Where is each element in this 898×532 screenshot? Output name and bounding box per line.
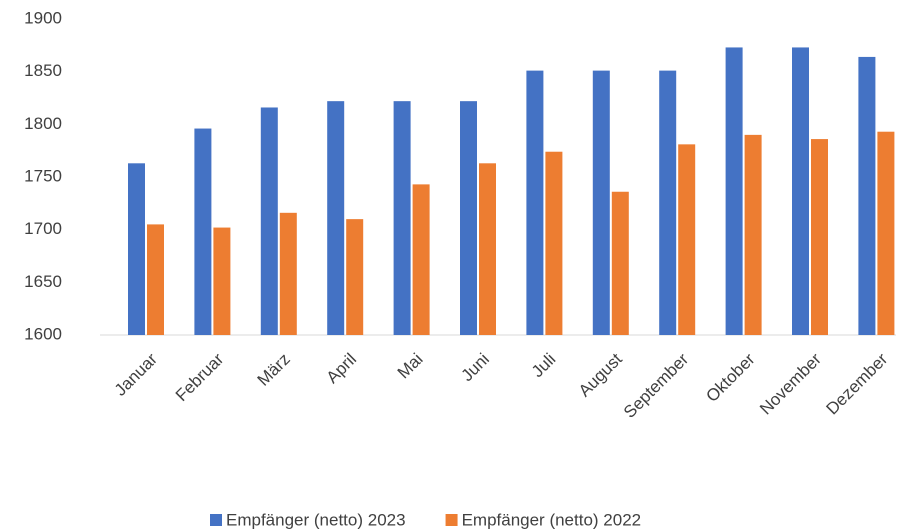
bar (128, 163, 145, 335)
bar (194, 128, 212, 335)
x-tick-label: Februar (172, 349, 228, 405)
bar (526, 70, 544, 335)
bar (346, 219, 364, 335)
bar (213, 227, 231, 335)
legend-swatch (445, 514, 458, 526)
x-tick-label: Januar (111, 349, 161, 399)
bar (592, 70, 610, 335)
legend-label: Empfänger (netto) 2023 (226, 510, 406, 529)
bar (725, 47, 743, 335)
bar (811, 139, 828, 335)
legend-label: Empfänger (netto) 2022 (462, 510, 642, 529)
bar (479, 163, 496, 335)
x-tick-label: August (575, 349, 626, 400)
y-tick-label: 1800 (24, 114, 62, 133)
bar (611, 191, 629, 335)
bar (659, 70, 677, 335)
x-tick-label: Mai (394, 350, 427, 383)
x-tick-label: Oktober (702, 349, 758, 405)
bar (147, 224, 164, 335)
y-tick-label: 1750 (24, 166, 62, 185)
y-tick-label: 1650 (24, 272, 62, 291)
x-tick-label: Dezember (823, 349, 892, 418)
bar (877, 131, 895, 335)
bar (260, 107, 278, 335)
bar (327, 101, 345, 335)
x-tick-label: September (620, 349, 692, 421)
y-tick-label: 1900 (24, 8, 62, 27)
legend-swatch (210, 514, 222, 526)
bar (279, 212, 297, 335)
y-tick-label: 1850 (24, 61, 62, 80)
y-tick-label: 1700 (24, 219, 62, 238)
bar (744, 134, 762, 335)
x-tick-label: Juni (458, 350, 493, 385)
bar (792, 47, 809, 335)
bar (858, 56, 876, 336)
bar (545, 151, 563, 335)
x-tick-label: Juli (528, 350, 559, 381)
bar (678, 144, 696, 335)
x-tick-label: April (323, 350, 360, 387)
bar (393, 101, 411, 335)
y-tick-label: 1600 (24, 324, 62, 343)
x-tick-label: März (254, 350, 294, 390)
bar (460, 101, 477, 335)
bar (412, 184, 430, 335)
x-tick-label: November (756, 349, 825, 418)
